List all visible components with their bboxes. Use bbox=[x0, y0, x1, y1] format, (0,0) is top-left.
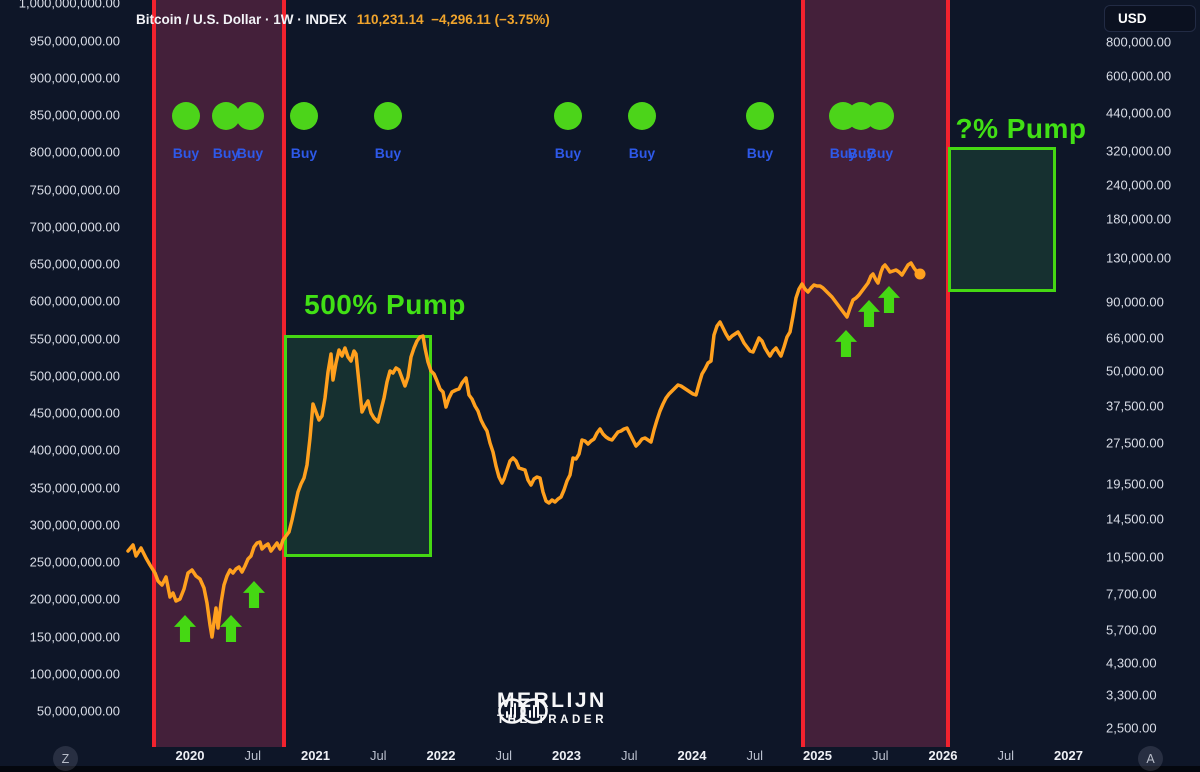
z-shortcut-button[interactable]: Z bbox=[53, 746, 78, 771]
buy-marker-label: Buy bbox=[746, 145, 774, 161]
time-axis-label: Jul bbox=[871, 748, 889, 763]
right-axis-label: 5,700.00 bbox=[1106, 622, 1157, 638]
right-axis-label: 440,000.00 bbox=[1106, 105, 1172, 121]
buy-marker-label: Buy bbox=[554, 145, 582, 161]
left-axis-label: 500,000,000.00 bbox=[29, 368, 120, 384]
right-axis-label: 600,000.00 bbox=[1106, 68, 1172, 84]
buy-marker-label: Buy bbox=[847, 145, 875, 161]
left-axis-label: 300,000,000.00 bbox=[29, 517, 120, 533]
buy-marker-label: Buy bbox=[290, 145, 318, 161]
left-axis-label: 600,000,000.00 bbox=[29, 293, 120, 309]
buy-marker-circle[interactable] bbox=[866, 102, 894, 130]
time-axis-label: Jul bbox=[746, 748, 764, 763]
left-axis-label: 200,000,000.00 bbox=[29, 591, 120, 607]
buy-marker-label: Buy bbox=[236, 145, 264, 161]
right-axis-label: 10,500.00 bbox=[1106, 549, 1164, 565]
right-axis-label: 50,000.00 bbox=[1106, 363, 1164, 379]
left-axis-label: 100,000,000.00 bbox=[29, 666, 120, 682]
price-line bbox=[126, 261, 922, 639]
merlijn-logo-icon bbox=[498, 698, 548, 724]
buy-marker-circle[interactable] bbox=[236, 102, 264, 130]
time-axis-label: 2021 bbox=[301, 748, 330, 763]
time-axis-label: 2023 bbox=[552, 748, 581, 763]
bottom-edge-strip bbox=[0, 766, 1200, 772]
left-axis-label: 450,000,000.00 bbox=[29, 405, 120, 421]
buy-marker-circle[interactable] bbox=[746, 102, 774, 130]
time-axis-label: Jul bbox=[997, 748, 1015, 763]
left-axis-label: 900,000,000.00 bbox=[29, 70, 120, 86]
right-axis-label: 7,700.00 bbox=[1106, 586, 1157, 602]
pump-projection-box[interactable] bbox=[948, 147, 1056, 292]
time-axis-label: Jul bbox=[244, 748, 262, 763]
last-price: 110,231.14 bbox=[356, 12, 424, 27]
left-axis-label: 850,000,000.00 bbox=[29, 107, 120, 123]
right-axis-label: 4,300.00 bbox=[1106, 655, 1157, 671]
time-axis-label: Jul bbox=[369, 748, 387, 763]
symbol-header: Bitcoin / U.S. Dollar · 1W · INDEX 110,23… bbox=[136, 12, 550, 27]
buy-marker-circle[interactable] bbox=[628, 102, 656, 130]
right-axis-label: 66,000.00 bbox=[1106, 330, 1164, 346]
last-price-dot bbox=[914, 268, 926, 280]
buy-marker-circle[interactable] bbox=[554, 102, 582, 130]
right-axis-label: 240,000.00 bbox=[1106, 177, 1172, 193]
left-axis-label: 950,000,000.00 bbox=[29, 33, 120, 49]
time-axis-label: 2022 bbox=[426, 748, 456, 763]
right-axis-label: 2,500.00 bbox=[1106, 720, 1157, 736]
buy-marker-circle[interactable] bbox=[290, 102, 318, 130]
right-axis-label: 19,500.00 bbox=[1106, 476, 1164, 492]
price-change: −4,296.11 (−3.75%) bbox=[431, 12, 550, 27]
time-axis-label: Jul bbox=[620, 748, 638, 763]
left-axis-label: 150,000,000.00 bbox=[29, 629, 120, 645]
left-axis-label: 350,000,000.00 bbox=[29, 480, 120, 496]
buy-marker-label: Buy bbox=[866, 145, 894, 161]
event-vertical-line[interactable] bbox=[946, 0, 950, 747]
pump-annotation-label[interactable]: 500% Pump bbox=[304, 289, 466, 320]
right-axis-label: 27,500.00 bbox=[1106, 435, 1164, 451]
left-axis-label: 750,000,000.00 bbox=[29, 182, 120, 198]
time-axis-label: 2025 bbox=[803, 748, 832, 763]
left-axis-label: 50,000,000.00 bbox=[36, 703, 120, 719]
symbol-title[interactable]: Bitcoin / U.S. Dollar · 1W · INDEX bbox=[136, 12, 347, 27]
right-axis-label: 90,000.00 bbox=[1106, 294, 1164, 310]
right-axis-label: 800,000.00 bbox=[1106, 34, 1172, 50]
buy-marker-circle[interactable] bbox=[172, 102, 200, 130]
right-axis-label: 37,500.00 bbox=[1106, 398, 1164, 414]
left-axis-label: 650,000,000.00 bbox=[29, 256, 120, 272]
right-axis-label: 320,000.00 bbox=[1106, 143, 1172, 159]
right-axis-label: 180,000.00 bbox=[1106, 211, 1172, 227]
left-axis-label: 700,000,000.00 bbox=[29, 219, 120, 235]
buy-marker-label: Buy bbox=[628, 145, 656, 161]
buy-marker-label: Buy bbox=[212, 145, 240, 161]
buy-marker-circle[interactable] bbox=[212, 102, 240, 130]
currency-button[interactable]: USD bbox=[1104, 5, 1196, 32]
right-axis-label: 14,500.00 bbox=[1106, 511, 1164, 527]
left-axis-label: 550,000,000.00 bbox=[29, 331, 120, 347]
right-axis-label: 130,000.00 bbox=[1106, 250, 1172, 266]
time-axis-label: 2026 bbox=[928, 748, 958, 763]
buy-marker-label: Buy bbox=[829, 145, 857, 161]
time-axis-label: 2020 bbox=[175, 748, 205, 763]
left-axis-label: 400,000,000.00 bbox=[29, 442, 120, 458]
buy-marker-label: Buy bbox=[172, 145, 200, 161]
event-vertical-line[interactable] bbox=[152, 0, 156, 747]
left-axis-label: 250,000,000.00 bbox=[29, 554, 120, 570]
time-axis-label: 2024 bbox=[677, 748, 707, 763]
right-axis-label: 3,300.00 bbox=[1106, 687, 1157, 703]
buy-marker-label: Buy bbox=[374, 145, 402, 161]
time-axis-label: 2027 bbox=[1054, 748, 1083, 763]
left-axis-label: 1,000,000,000.00 bbox=[18, 0, 120, 11]
time-axis-label: Jul bbox=[495, 748, 513, 763]
buy-marker-circle[interactable] bbox=[374, 102, 402, 130]
watermark: MERLIJN THE TRADER bbox=[497, 689, 607, 726]
left-axis-label: 800,000,000.00 bbox=[29, 144, 120, 160]
pump-annotation-label[interactable]: ?% Pump bbox=[955, 113, 1087, 144]
a-shortcut-button[interactable]: A bbox=[1138, 746, 1163, 771]
event-vertical-line[interactable] bbox=[801, 0, 805, 747]
